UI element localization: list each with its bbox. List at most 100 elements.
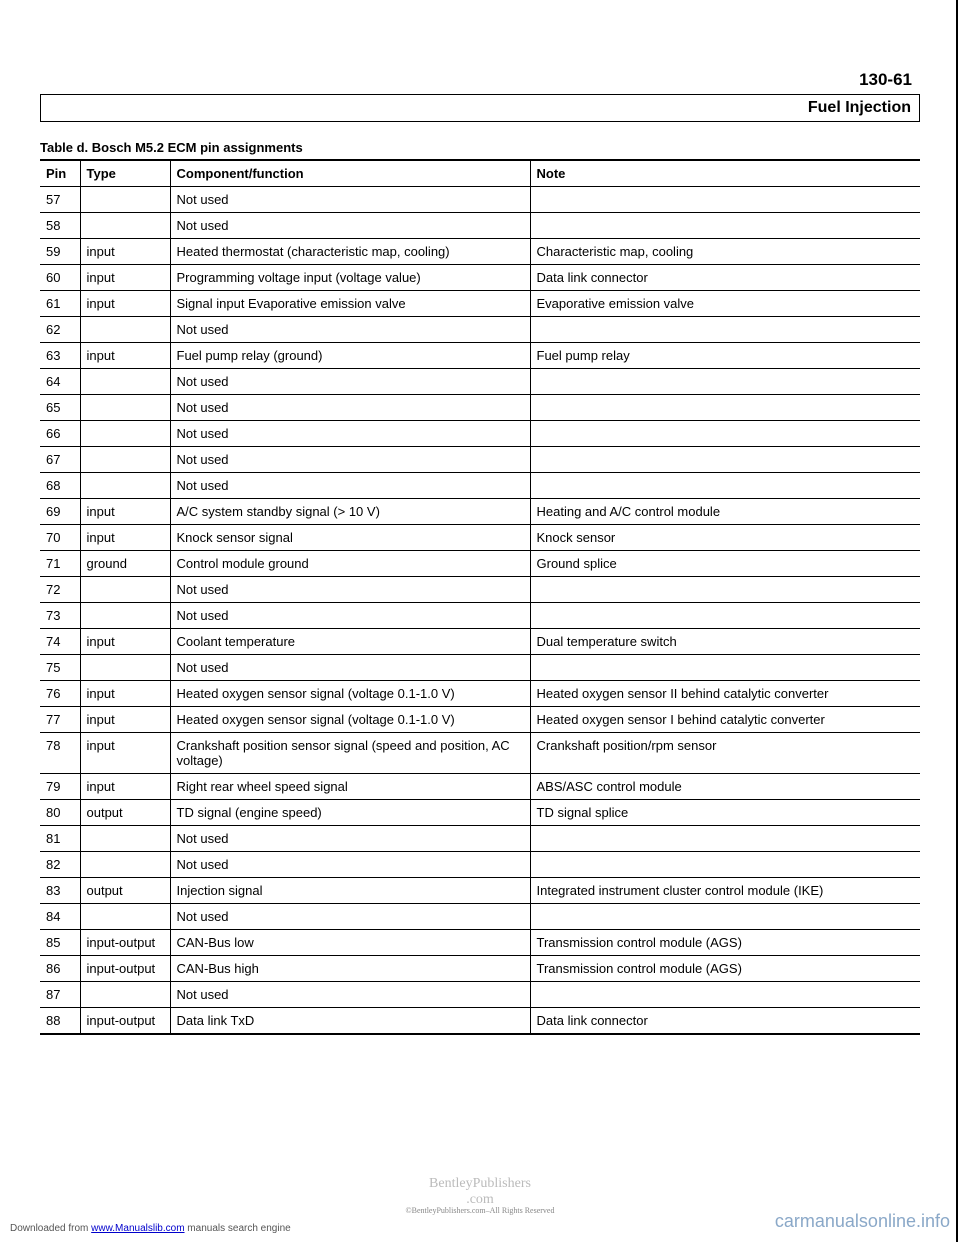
table-cell: 66 — [40, 421, 80, 447]
table-cell: Ground splice — [530, 551, 920, 577]
table-cell — [530, 213, 920, 239]
table-cell: output — [80, 800, 170, 826]
table-cell: Transmission control module (AGS) — [530, 956, 920, 982]
table-cell: input — [80, 629, 170, 655]
table-cell: input — [80, 681, 170, 707]
table-cell: 84 — [40, 904, 80, 930]
table-row: 83outputInjection signalIntegrated instr… — [40, 878, 920, 904]
table-row: 62Not used — [40, 317, 920, 343]
table-cell: 76 — [40, 681, 80, 707]
table-cell — [80, 421, 170, 447]
table-cell — [530, 187, 920, 213]
footer-left-prefix: Downloaded from — [10, 1223, 91, 1234]
table-cell: Not used — [170, 447, 530, 473]
table-cell: Heated oxygen sensor signal (voltage 0.1… — [170, 707, 530, 733]
table-cell: input-output — [80, 930, 170, 956]
table-row: 75 Not used — [40, 655, 920, 681]
table-cell: 57 — [40, 187, 80, 213]
table-cell: Not used — [170, 852, 530, 878]
table-cell: TD signal (engine speed) — [170, 800, 530, 826]
table-cell: input-output — [80, 956, 170, 982]
table-cell: 75 — [40, 655, 80, 681]
table-cell: input — [80, 239, 170, 265]
table-cell: 81 — [40, 826, 80, 852]
table-cell: Crankshaft position sensor signal (speed… — [170, 733, 530, 774]
table-cell: CAN-Bus low — [170, 930, 530, 956]
table-cell: 65 — [40, 395, 80, 421]
table-row: 57Not used — [40, 187, 920, 213]
table-cell: 83 — [40, 878, 80, 904]
table-row: 78inputCrankshaft position sensor signal… — [40, 733, 920, 774]
table-cell: input — [80, 774, 170, 800]
table-cell — [80, 904, 170, 930]
table-cell: 78 — [40, 733, 80, 774]
table-cell: 69 — [40, 499, 80, 525]
table-row: 81Not used — [40, 826, 920, 852]
page-number: 130-61 — [40, 70, 920, 90]
table-cell: Data link connector — [530, 1008, 920, 1035]
table-cell: 60 — [40, 265, 80, 291]
table-cell: 72 — [40, 577, 80, 603]
table-cell: Heated oxygen sensor I behind catalytic … — [530, 707, 920, 733]
table-row: 79inputRight rear wheel speed signalABS/… — [40, 774, 920, 800]
footer-link[interactable]: www.Manualslib.com — [91, 1223, 184, 1234]
table-cell: Fuel pump relay — [530, 343, 920, 369]
col-note: Note — [530, 160, 920, 187]
table-cell: 68 — [40, 473, 80, 499]
table-cell: Not used — [170, 577, 530, 603]
table-row: 63inputFuel pump relay (ground)Fuel pump… — [40, 343, 920, 369]
table-cell: Coolant temperature — [170, 629, 530, 655]
table-cell: 67 — [40, 447, 80, 473]
table-row: 60inputProgramming voltage input (voltag… — [40, 265, 920, 291]
table-cell: 87 — [40, 982, 80, 1008]
table-cell: output — [80, 878, 170, 904]
table-cell: input — [80, 525, 170, 551]
table-cell — [530, 447, 920, 473]
table-cell: 73 — [40, 603, 80, 629]
table-cell: Programming voltage input (voltage value… — [170, 265, 530, 291]
table-row: 66Not used — [40, 421, 920, 447]
table-cell: Knock sensor signal — [170, 525, 530, 551]
table-cell: 58 — [40, 213, 80, 239]
table-cell: Knock sensor — [530, 525, 920, 551]
table-cell — [80, 369, 170, 395]
table-cell — [80, 603, 170, 629]
table-cell: Not used — [170, 213, 530, 239]
table-cell — [530, 473, 920, 499]
table-cell — [80, 213, 170, 239]
table-cell: Transmission control module (AGS) — [530, 930, 920, 956]
table-cell: 62 — [40, 317, 80, 343]
table-cell — [530, 369, 920, 395]
table-cell: 80 — [40, 800, 80, 826]
table-row: 84 Not used — [40, 904, 920, 930]
table-cell: Not used — [170, 655, 530, 681]
table-cell: ABS/ASC control module — [530, 774, 920, 800]
table-row: 76inputHeated oxygen sensor signal (volt… — [40, 681, 920, 707]
table-cell: Control module ground — [170, 551, 530, 577]
col-type: Type — [80, 160, 170, 187]
table-row: 88input-outputData link TxDData link con… — [40, 1008, 920, 1035]
table-cell: 85 — [40, 930, 80, 956]
table-row: 59inputHeated thermostat (characteristic… — [40, 239, 920, 265]
footer-left: Downloaded from www.Manualslib.com manua… — [10, 1223, 291, 1234]
table-cell: Not used — [170, 904, 530, 930]
table-cell — [80, 982, 170, 1008]
table-row: 64Not used — [40, 369, 920, 395]
table-cell: Evaporative emission valve — [530, 291, 920, 317]
table-cell: Data link connector — [530, 265, 920, 291]
table-cell — [530, 317, 920, 343]
table-cell — [80, 852, 170, 878]
table-cell: Not used — [170, 395, 530, 421]
footer-center-main: BentleyPublishers — [406, 1176, 555, 1191]
table-cell: TD signal splice — [530, 800, 920, 826]
table-cell: Crankshaft position/rpm sensor — [530, 733, 920, 774]
table-cell — [80, 655, 170, 681]
table-cell: input — [80, 291, 170, 317]
table-cell: 63 — [40, 343, 80, 369]
table-row: 85input-outputCAN-Bus lowTransmission co… — [40, 930, 920, 956]
table-row: 61inputSignal input Evaporative emission… — [40, 291, 920, 317]
table-row: 70inputKnock sensor signalKnock sensor — [40, 525, 920, 551]
table-cell — [530, 826, 920, 852]
table-cell: Heated oxygen sensor II behind catalytic… — [530, 681, 920, 707]
table-cell: A/C system standby signal (> 10 V) — [170, 499, 530, 525]
